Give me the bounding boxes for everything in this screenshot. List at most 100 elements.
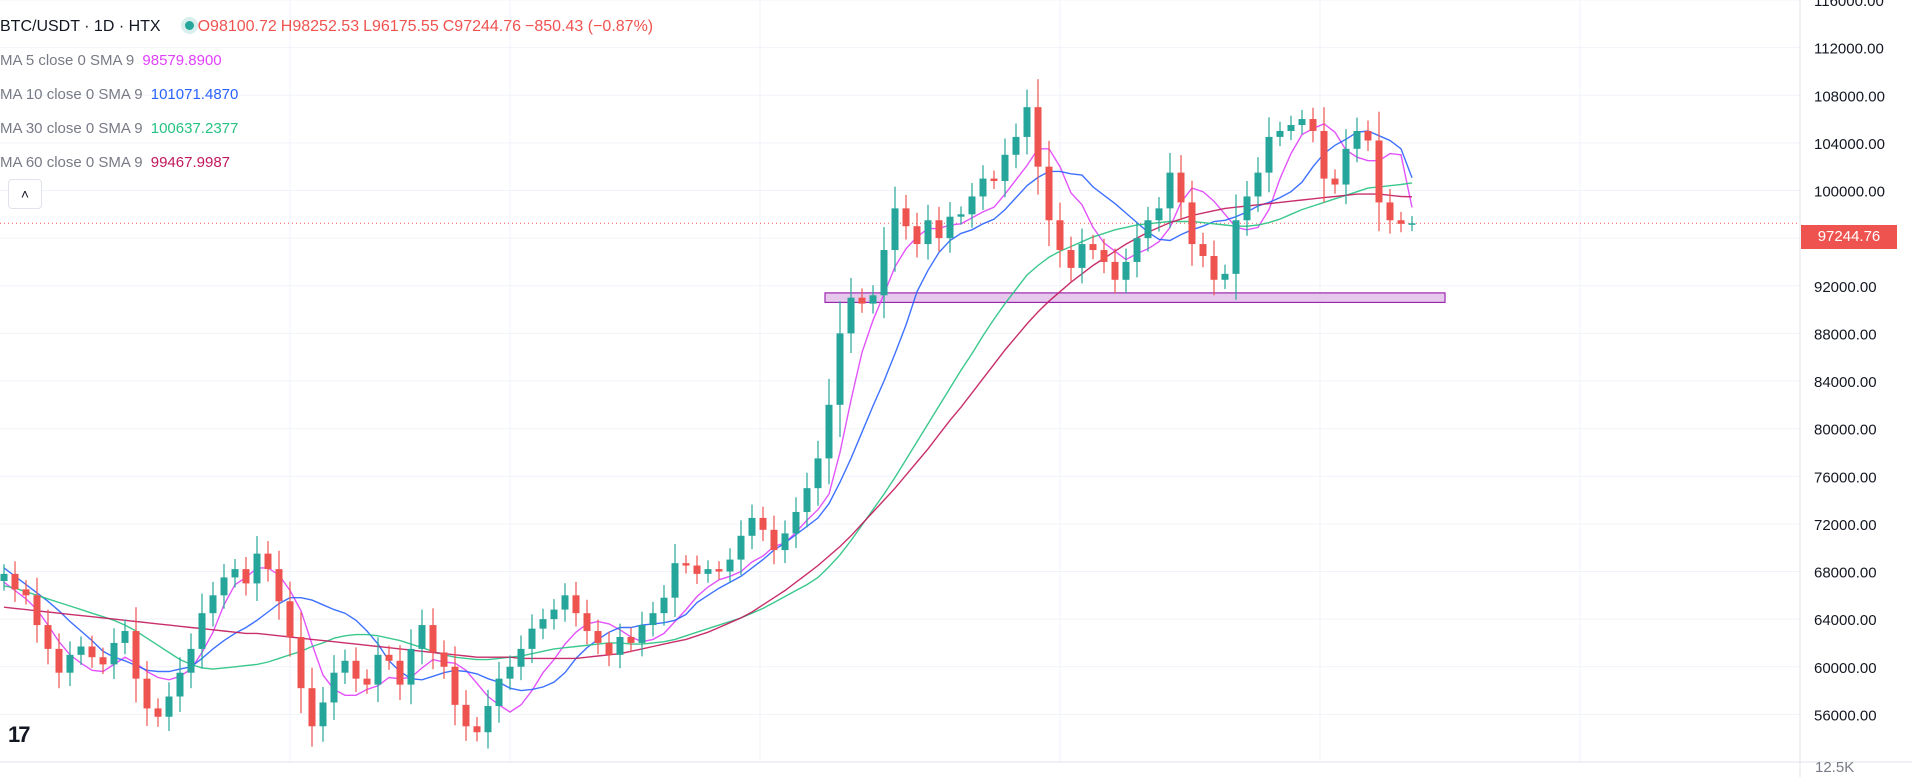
- candle-body: [176, 672, 184, 697]
- y-tick-label: 108000.00: [1814, 88, 1885, 105]
- candle-body: [627, 636, 635, 643]
- candle-body: [935, 220, 943, 239]
- candle-body: [913, 226, 921, 245]
- candle-body: [814, 458, 822, 489]
- candle-body: [143, 678, 151, 709]
- candle-body: [1298, 119, 1306, 126]
- candle-body: [770, 529, 778, 551]
- candle-body: [1056, 220, 1064, 251]
- candle-body: [341, 660, 349, 673]
- candle-body: [1309, 119, 1317, 131]
- ma30-value: 100637.2377: [150, 120, 239, 137]
- collapse-legend-button[interactable]: ˄: [8, 179, 42, 209]
- candle-body: [594, 631, 602, 643]
- candle-body: [759, 517, 767, 530]
- ma5-legend[interactable]: MA 5 close 0 SMA 9 98579.8900: [0, 48, 657, 82]
- market-status-dot-icon: [184, 21, 194, 30]
- candle-body: [506, 666, 514, 679]
- candle-body: [407, 648, 415, 685]
- candle-body: [737, 535, 745, 560]
- candle-body: [165, 696, 173, 717]
- candle-body: [264, 553, 272, 570]
- tradingview-logo-icon[interactable]: 17: [8, 722, 31, 747]
- candle-body: [1155, 208, 1163, 221]
- candle-body: [440, 652, 448, 667]
- candle-body: [1375, 140, 1383, 203]
- y-tick-label: 92000.00: [1814, 279, 1877, 296]
- candle-body: [528, 628, 536, 649]
- candle-body: [605, 642, 613, 655]
- candle-body: [253, 553, 261, 584]
- y-tick-label: 112000.00: [1814, 41, 1884, 58]
- candle-body: [209, 595, 217, 614]
- y-tick-label: 84000.00: [1814, 374, 1877, 391]
- y-tick-label: 64000.00: [1814, 612, 1877, 629]
- candle-body: [1177, 172, 1185, 203]
- chart-legend: BTC/USDT · 1D · HTX O98100.72 H98252.53 L96…: [0, 14, 657, 184]
- candle-body: [275, 569, 283, 602]
- candle-body: [44, 625, 52, 649]
- candle-body: [803, 488, 811, 512]
- candle-body: [1133, 238, 1141, 262]
- candle-body: [1012, 136, 1020, 155]
- candle-body: [1243, 196, 1251, 221]
- candle-body: [1353, 130, 1361, 149]
- candle-body: [33, 595, 41, 626]
- ma60-line: [3, 193, 1413, 660]
- candle-body: [66, 654, 74, 673]
- candle-body: [1265, 136, 1273, 173]
- candle-body: [1364, 130, 1372, 141]
- ma60-value: 99467.9987: [150, 154, 230, 171]
- candle-body: [561, 595, 569, 610]
- candle-body: [1078, 244, 1086, 268]
- candle-body: [1408, 223, 1416, 225]
- candle-body: [583, 613, 591, 632]
- candle-body: [473, 726, 481, 733]
- ohlc-close: C97244.76: [442, 18, 522, 35]
- y-tick-label: 56000.00: [1814, 707, 1877, 724]
- ma10-label: MA 10 close 0 SMA 9: [0, 86, 143, 103]
- candle-body: [550, 609, 558, 620]
- candle-body: [429, 625, 437, 653]
- candle-body: [1320, 130, 1328, 179]
- y-tick-label: 104000.00: [1814, 136, 1885, 153]
- y-tick-label: 60000.00: [1814, 660, 1877, 677]
- candle-body: [924, 220, 932, 245]
- candle-body: [1100, 250, 1108, 262]
- candle-body: [1199, 244, 1207, 256]
- candle-body: [121, 631, 129, 643]
- candle-body: [1221, 273, 1229, 280]
- candle-body: [1001, 154, 1009, 181]
- candle-body: [451, 666, 459, 705]
- candle-body: [220, 577, 228, 596]
- candle-body: [990, 178, 998, 181]
- candle-body: [77, 646, 85, 655]
- ohlc-high: H98252.53: [280, 18, 360, 35]
- candle-body: [891, 208, 899, 251]
- last-price-tag: 97244.76: [1801, 225, 1897, 249]
- candle-body: [1276, 130, 1284, 137]
- candle-body: [1067, 250, 1075, 268]
- candle-body: [242, 569, 250, 584]
- candle-body: [1089, 244, 1097, 251]
- ma30-legend[interactable]: MA 30 close 0 SMA 9 100637.2377: [0, 116, 657, 150]
- candle-body: [616, 636, 624, 655]
- y-tick-label: 80000.00: [1814, 422, 1877, 439]
- candle-body: [1166, 172, 1174, 209]
- ma60-legend[interactable]: MA 60 close 0 SMA 9 99467.9987: [0, 150, 657, 184]
- ma10-legend[interactable]: MA 10 close 0 SMA 9 101071.4870: [0, 82, 657, 116]
- ohlc-low: L96175.55: [363, 18, 439, 35]
- candle-body: [660, 597, 668, 614]
- candle-body: [1045, 166, 1053, 221]
- candle-body: [198, 613, 206, 649]
- candle-body: [979, 178, 987, 197]
- candle-body: [132, 631, 140, 679]
- candle-body: [484, 706, 492, 733]
- symbol-title[interactable]: BTC/USDT · 1D · HTX: [0, 18, 161, 35]
- candle-body: [638, 625, 646, 643]
- ma10-value: 101071.4870: [150, 86, 239, 103]
- candle-body: [1386, 202, 1394, 221]
- candle-body: [847, 297, 855, 334]
- ma10-line: [3, 130, 1413, 692]
